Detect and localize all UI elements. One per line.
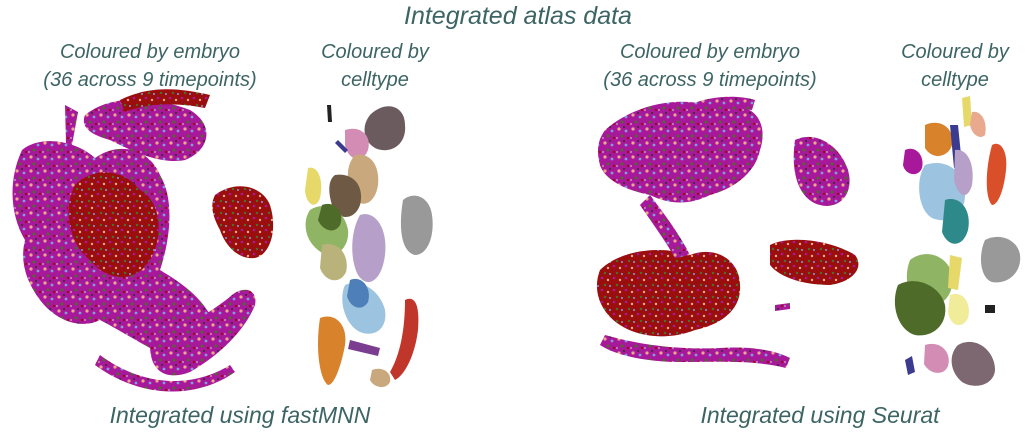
- fastmnn-method-label: Integrated using fastMNN: [109, 402, 371, 428]
- seurat-celltype-red: [986, 143, 1007, 205]
- figure-title: Integrated atlas data: [404, 2, 632, 30]
- fastmnn-embryo-upper-arm: [83, 99, 207, 161]
- seurat-embryo-label-line2: (36 across 9 timepoints): [603, 69, 817, 91]
- seurat-celltype-yellow-top: [962, 96, 972, 127]
- seurat-embryo-label: Coloured by embryo (36 across 9 timepoin…: [580, 38, 840, 94]
- seurat-celltype-lightyellow: [948, 293, 969, 326]
- fastmnn-celltype-label-line2: celltype: [341, 69, 409, 91]
- seurat-embryo-top-strand: [690, 96, 755, 115]
- seurat-celltype-black-mark: [985, 305, 995, 313]
- fastmnn-celltype-red-strip: [390, 298, 419, 380]
- seurat-celltype-label-line2: celltype: [921, 69, 989, 91]
- seurat-celltype-navy-mark: [905, 356, 915, 375]
- seurat-celltype-teal: [942, 199, 969, 244]
- fastmnn-celltype-navy-mark: [335, 140, 348, 153]
- fastmnn-celltype-umap: [305, 105, 433, 388]
- seurat-method-label: Integrated using Seurat: [700, 402, 940, 428]
- fastmnn-embryo-umap: [12, 89, 274, 392]
- fastmnn-celltype-yellow: [305, 167, 322, 205]
- seurat-embryo-bottom-strand: [600, 335, 790, 368]
- seurat-embryo-upper-cluster: [597, 101, 763, 203]
- fastmnn-embryo-label-line2: (36 across 9 timepoints): [43, 69, 257, 91]
- seurat-celltype-peach-top: [970, 111, 986, 137]
- seurat-embryo-umap: [596, 96, 859, 368]
- fastmnn-embryo-side-cluster: [212, 186, 274, 259]
- fastmnn-celltype-brown: [329, 174, 362, 218]
- fastmnn-celltype-purple-strip: [348, 340, 380, 356]
- fastmnn-embryo-label-line1: Coloured by embryo: [59, 41, 241, 63]
- seurat-embryo-label-line1: Coloured by embryo: [619, 41, 801, 63]
- seurat-celltype-orange-top: [925, 122, 953, 156]
- fastmnn-celltype-khaki: [320, 244, 347, 281]
- fastmnn-celltype-peach: [370, 368, 391, 388]
- seurat-celltype-darkgreen: [894, 281, 946, 336]
- seurat-celltype-lavender: [954, 149, 973, 196]
- fastmnn-embryo-small-strand: [65, 105, 78, 145]
- seurat-embryo-small-mark: [775, 303, 790, 311]
- fastmnn-celltype-label: Coloured by celltype: [300, 38, 450, 94]
- fastmnn-celltype-pink: [345, 128, 369, 160]
- fastmnn-embryo-top-strand: [120, 89, 210, 112]
- fastmnn-celltype-black-mark: [327, 105, 332, 122]
- fastmnn-celltype-lavender: [352, 214, 386, 283]
- fastmnn-celltype-darkgreen: [318, 203, 342, 231]
- seurat-celltype-mauve: [951, 341, 995, 386]
- seurat-celltype-gray-right: [980, 236, 1021, 283]
- fastmnn-embryo-arc: [95, 355, 235, 392]
- fastmnn-celltype-blue: [347, 278, 369, 308]
- fastmnn-embryo-tail: [150, 289, 256, 376]
- seurat-celltype-magenta: [903, 148, 923, 175]
- seurat-celltype-label: Coloured by celltype: [880, 38, 1030, 94]
- seurat-embryo-right-blob: [793, 136, 850, 206]
- fastmnn-embryo-dense-core: [68, 172, 159, 277]
- fastmnn-celltype-orange: [317, 316, 346, 385]
- seurat-celltype-umap: [894, 96, 1021, 386]
- seurat-embryo-side-cluster: [770, 239, 859, 285]
- seurat-celltype-label-line1: Coloured by: [901, 41, 1009, 63]
- seurat-celltype-yellow-mid: [948, 255, 962, 290]
- fastmnn-embryo-label: Coloured by embryo (36 across 9 timepoin…: [20, 38, 280, 94]
- fastmnn-celltype-gray-right: [400, 195, 433, 255]
- seurat-celltype-pink: [924, 343, 949, 373]
- seurat-embryo-lower-cluster: [596, 250, 741, 337]
- fastmnn-celltype-label-line1: Coloured by: [321, 41, 429, 63]
- fastmnn-celltype-gray-top: [364, 106, 406, 151]
- seurat-embryo-mid-link: [640, 195, 690, 258]
